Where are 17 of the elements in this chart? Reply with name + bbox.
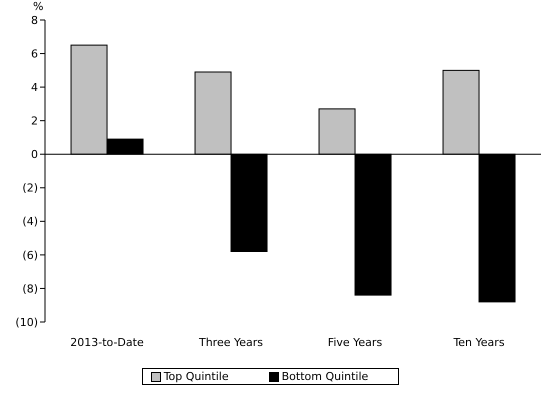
y-tick-label: 6: [31, 47, 38, 60]
y-axis-title: %: [33, 0, 44, 13]
y-tick-label: 4: [31, 81, 38, 94]
y-tick-label: 2: [31, 114, 38, 128]
x-tick-label: Ten Years: [452, 336, 505, 349]
y-tick-label: 0: [31, 148, 38, 162]
y-tick-label: (4): [22, 215, 38, 228]
x-tick-label: Five Years: [328, 336, 382, 349]
y-tick-label: (8): [22, 282, 38, 296]
x-tick-label: 2013-to-Date: [70, 336, 144, 349]
legend-label: Top Quintile: [164, 370, 229, 383]
y-tick-label: (2): [22, 182, 38, 195]
y-tick-label: 8: [31, 14, 38, 27]
y-tick-label: (10): [15, 316, 38, 329]
y-tick-label: (6): [22, 248, 38, 262]
x-tick-label: Three Years: [198, 336, 264, 349]
legend-label: Bottom Quintile: [282, 370, 368, 383]
